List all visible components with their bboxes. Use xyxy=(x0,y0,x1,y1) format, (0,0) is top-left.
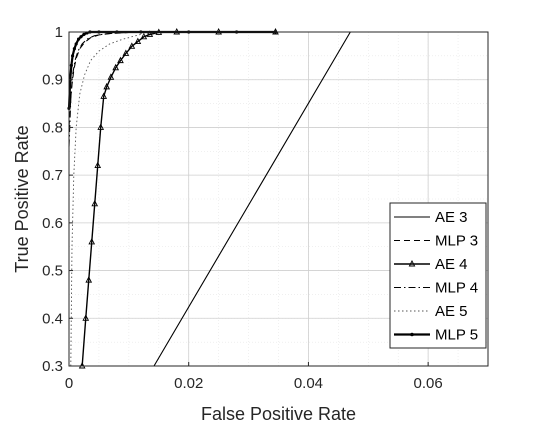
series-point xyxy=(107,73,115,80)
series-point xyxy=(76,37,81,41)
y-ticks: 0.3 0.4 0.5 0.6 0.7 0.8 0.9 1 xyxy=(42,24,73,375)
y-tick-label: 1 xyxy=(55,24,63,41)
legend-label: AE 4 xyxy=(435,256,468,273)
series-point xyxy=(72,47,76,51)
series-point xyxy=(85,276,93,283)
legend-marker xyxy=(408,260,416,267)
legend-label: AE 3 xyxy=(435,209,468,226)
y-tick-label: 0.5 xyxy=(42,263,63,280)
x-axis-label: False Positive Rate xyxy=(201,404,356,424)
series-point xyxy=(122,49,130,56)
legend-item: AE 3 xyxy=(394,209,468,226)
x-tick-label: 0.06 xyxy=(414,375,443,392)
x-tick-label: 0.02 xyxy=(174,375,203,392)
legend-item: AE 5 xyxy=(394,303,468,320)
legend-label: MLP 4 xyxy=(435,280,478,297)
x-ticks: 0 0.02 0.04 0.06 xyxy=(65,362,443,392)
legend-item: MLP 5 xyxy=(394,327,478,344)
legend-item: AE 4 xyxy=(394,256,468,273)
x-tick-label: 0 xyxy=(65,375,73,392)
series-point xyxy=(88,237,96,245)
y-axis-label: True Positive Rate xyxy=(12,125,32,272)
series-point xyxy=(100,92,108,99)
series-point xyxy=(94,161,102,169)
y-tick-label: 0.8 xyxy=(42,119,63,136)
series-point xyxy=(134,37,142,44)
series-point xyxy=(82,32,86,36)
legend-label: MLP 3 xyxy=(435,233,478,250)
series-point xyxy=(97,123,105,130)
legend-box xyxy=(389,202,487,349)
series-line xyxy=(67,30,276,109)
legend-item: MLP 4 xyxy=(394,280,478,297)
legend-label: MLP 5 xyxy=(435,327,478,344)
series-point xyxy=(74,42,78,46)
y-tick-label: 0.3 xyxy=(42,358,63,375)
y-tick-label: 0.7 xyxy=(42,167,63,184)
legend-label: AE 5 xyxy=(435,303,468,320)
legend-item: MLP 3 xyxy=(394,233,478,250)
series-point xyxy=(91,199,99,207)
series-point xyxy=(79,35,83,39)
series-point xyxy=(69,63,73,67)
y-tick-label: 0.6 xyxy=(42,215,63,232)
series-point xyxy=(103,82,111,90)
series-point xyxy=(82,314,90,321)
plot-frame xyxy=(68,31,489,367)
legend: AE 3 MLP 3 AE 4 MLP 4 AE 5 MLP 5 xyxy=(389,202,487,349)
y-tick-label: 0.4 xyxy=(42,310,63,327)
y-tick-label: 0.9 xyxy=(42,72,63,89)
legend-marker xyxy=(410,332,414,337)
series-point xyxy=(70,54,75,58)
series-point xyxy=(140,32,148,40)
x-tick-label: 0.04 xyxy=(294,375,323,392)
series-point xyxy=(128,42,136,49)
series-point xyxy=(112,63,120,71)
series-point xyxy=(117,56,124,64)
